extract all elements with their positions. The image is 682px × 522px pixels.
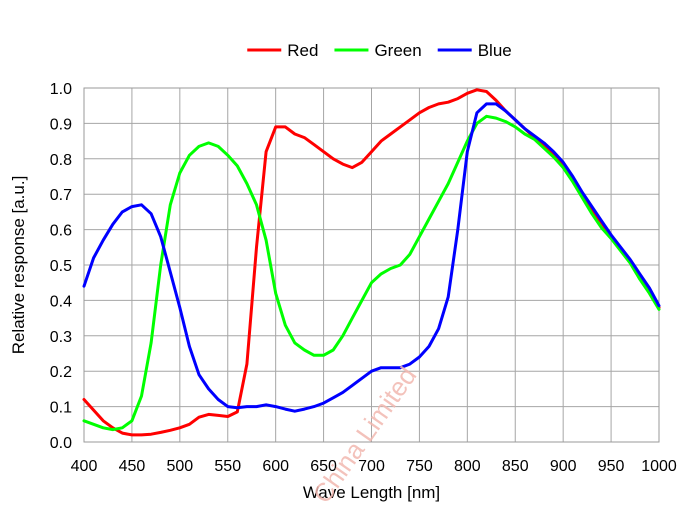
series-group: [82, 88, 661, 437]
plot-area-border: [83, 87, 660, 443]
y-axis-label: Relative response [a.u.]: [9, 176, 28, 355]
y-tick-label: 0.8: [50, 152, 72, 169]
x-tick-label: 450: [119, 458, 146, 475]
x-tick-label: 550: [214, 458, 241, 475]
y-tick-label: 0.0: [50, 435, 72, 452]
x-axis-ticks: 400 450 500 550 600 650 700 750 800 850 900 950 1000: [71, 458, 677, 475]
y-tick-label: 0.3: [50, 329, 72, 346]
x-tick-label: 700: [358, 458, 385, 475]
x-axis-label: Wave Length [nm]: [303, 483, 440, 502]
x-tick-label: 750: [406, 458, 433, 475]
x-tick-label: 900: [550, 458, 577, 475]
y-tick-label: 1.0: [50, 81, 72, 98]
y-tick-label: 0.5: [50, 258, 72, 275]
x-tick-label: 400: [71, 458, 98, 475]
y-axis-ticks: 0.0 0.1 0.2 0.3 0.4 0.5 0.6 0.7 0.8 0.9 1.0: [50, 81, 72, 452]
y-tick-label: 0.7: [50, 187, 72, 204]
x-tick-label: 850: [502, 458, 529, 475]
y-tick-label: 0.6: [50, 223, 72, 240]
legend-label-blue: Blue: [478, 41, 512, 60]
y-tick-label: 0.9: [50, 116, 72, 133]
legend-label-green: Green: [374, 41, 421, 60]
x-tick-label: 600: [262, 458, 289, 475]
y-tick-label: 0.4: [50, 293, 72, 310]
legend: Red Green Blue: [247, 41, 512, 60]
x-tick-label: 950: [598, 458, 625, 475]
x-tick-label: 650: [310, 458, 337, 475]
x-tick-label: 800: [454, 458, 481, 475]
series-line-green: [82, 114, 661, 432]
y-tick-label: 0.2: [50, 364, 72, 381]
legend-label-red: Red: [287, 41, 318, 60]
x-tick-label: 500: [166, 458, 193, 475]
x-tick-label: 1000: [641, 458, 677, 475]
y-tick-label: 0.1: [50, 400, 72, 417]
series-line-blue: [82, 102, 661, 413]
